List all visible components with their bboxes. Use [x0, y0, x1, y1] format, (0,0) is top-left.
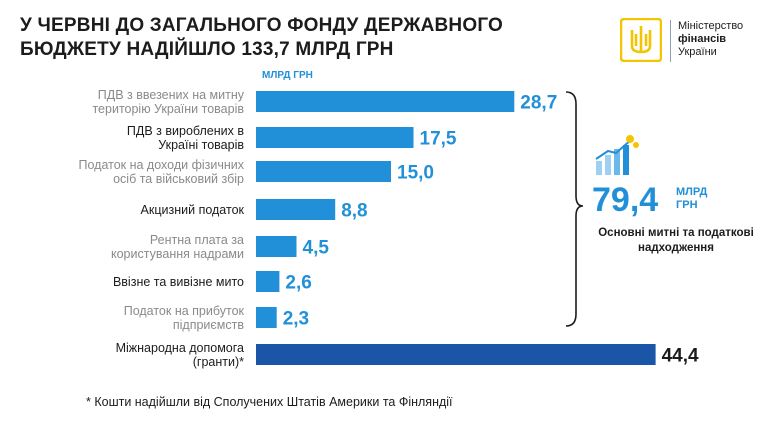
category-label-0-line-1: територію України товарів [92, 102, 244, 116]
bar-value-5: 2,6 [285, 273, 311, 294]
logo-line-1: Міністерство [678, 20, 744, 32]
ministry-logo: Міністерство фінансів України [620, 18, 760, 70]
category-label-1-line-0: ПДВ з вироблених в [127, 124, 244, 138]
bar-7 [256, 344, 656, 365]
bar-value-3: 8,8 [341, 201, 367, 222]
category-label-2-line-0: Податок на доходи фізичних [78, 158, 244, 172]
category-label-7-line-1: (гранти)* [193, 355, 244, 369]
bar-value-4: 4,5 [303, 238, 330, 259]
summary-unit: МЛРД ГРН [676, 186, 708, 211]
bar-value-6: 2,3 [283, 309, 309, 330]
logo-text: Міністерство фінансів України [678, 20, 743, 59]
category-label-5-line-0: Ввізне та вивізне мито [113, 275, 244, 289]
bar-value-1: 17,5 [420, 129, 457, 150]
summary-caption: Основні митні та податкові надходження [598, 227, 754, 254]
growth-chart-icon [595, 135, 639, 175]
footnote: * Кошти надійшли від Сполучених Штатів А… [86, 395, 453, 409]
trident-emblem-icon [620, 18, 662, 62]
summary-total-value: 79,4 [592, 181, 659, 219]
bar-5 [256, 271, 280, 292]
chart-unit-label: МЛРД ГРН [262, 70, 313, 81]
logo-divider [670, 20, 671, 62]
category-label-6-line-1: підприємств [173, 318, 244, 332]
bar-4 [256, 236, 297, 257]
bar-1 [256, 127, 414, 148]
category-label-4-line-0: Рентна плата за [150, 233, 244, 247]
bracket-line [565, 91, 584, 327]
logo-line-2: фінансів [678, 33, 727, 45]
category-label-3-line-0: Акцизний податок [141, 203, 245, 217]
bar-6 [256, 307, 277, 328]
category-label-6-line-0: Податок на прибуток [124, 304, 245, 318]
bar-2 [256, 161, 391, 182]
category-label-2-line-1: осіб та військовий збір [113, 172, 244, 186]
page-title: У ЧЕРВНІ ДО ЗАГАЛЬНОГО ФОНДУ ДЕРЖАВНОГО … [20, 15, 504, 60]
category-label-0-line-0: ПДВ з ввезених на митну [98, 88, 245, 102]
logo-line-3: України [678, 46, 717, 58]
bar-0 [256, 91, 515, 112]
bar-3 [256, 199, 336, 220]
bar-value-7: 44,4 [662, 346, 699, 367]
category-label-7-line-0: Міжнародна допомога [116, 341, 244, 355]
bar-value-2: 15,0 [397, 163, 434, 184]
category-label-4-line-1: користування надрами [111, 247, 244, 261]
category-label-1-line-1: Україні товарів [158, 138, 244, 152]
bar-value-0: 28,7 [520, 93, 557, 114]
